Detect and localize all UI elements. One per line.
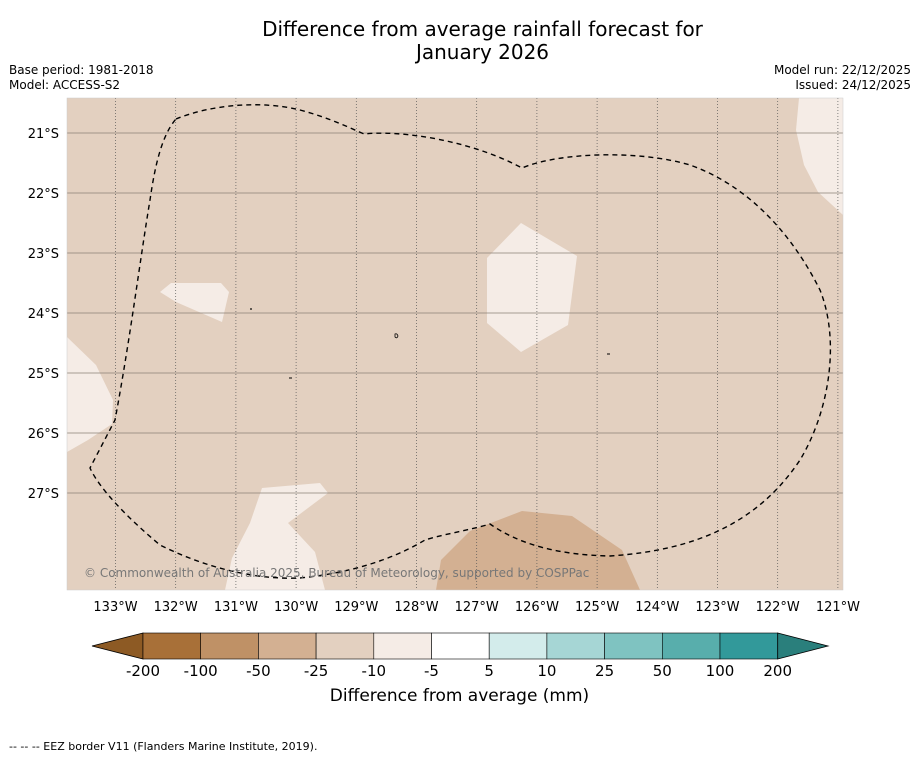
colorbar-tick-label: 25 bbox=[595, 662, 614, 680]
longitude-label: 127°W bbox=[455, 600, 499, 615]
colorbar-segment bbox=[258, 632, 317, 660]
title-line-1: Difference from average rainfall forecas… bbox=[262, 17, 703, 41]
light-zone-west-small bbox=[160, 283, 229, 322]
colorbar-title: Difference from average (mm) bbox=[329, 686, 590, 706]
colorbar-segment bbox=[661, 632, 721, 660]
colorbar-segment bbox=[315, 632, 375, 660]
longitude-labels: 133°W 132°W 131°W 130°W 129°W 128°W 127°W 126°W… bbox=[93, 600, 860, 615]
longitude-label: 125°W bbox=[575, 600, 619, 615]
light-zone-south bbox=[225, 483, 328, 590]
colorbar-tick-label: 200 bbox=[763, 662, 792, 680]
meta-right: Model run: 22/12/2025 Issued: 24/12/2025 bbox=[774, 63, 911, 93]
issued-date: Issued: 24/12/2025 bbox=[795, 78, 911, 92]
colorbar-segment bbox=[200, 632, 259, 660]
colorbar-tick-label: -50 bbox=[246, 662, 271, 680]
colorbar-tick-label: 100 bbox=[706, 662, 735, 680]
longitude-label: 123°W bbox=[695, 600, 739, 615]
colorbar-segment bbox=[546, 632, 605, 660]
colorbar-segment bbox=[719, 632, 779, 660]
colorbar-tick-label: 5 bbox=[484, 662, 494, 680]
longitude-label: 122°W bbox=[756, 600, 800, 615]
model-name: Model: ACCESS-S2 bbox=[9, 78, 121, 92]
longitude-label: 129°W bbox=[334, 600, 378, 615]
colorbar-tick-label: -25 bbox=[304, 662, 329, 680]
island-marker bbox=[394, 333, 399, 339]
colorbar-tick-label: -100 bbox=[184, 662, 218, 680]
latitude-label: 21°S bbox=[28, 127, 59, 142]
copyright-notice: © Commonwealth of Australia 2025, Bureau… bbox=[84, 566, 589, 580]
longitude-label: 133°W bbox=[93, 600, 137, 615]
longitude-label: 126°W bbox=[515, 600, 559, 615]
model-run: Model run: 22/12/2025 bbox=[773, 63, 911, 77]
latitude-label: 27°S bbox=[28, 487, 59, 502]
base-period: Base period: 1981-2018 bbox=[9, 63, 154, 77]
colorbar-segment bbox=[431, 632, 490, 660]
latitude-label: 24°S bbox=[28, 307, 59, 322]
colorbar-tick-label: -5 bbox=[424, 662, 439, 680]
longitude-label: 132°W bbox=[154, 600, 198, 615]
longitude-label: 128°W bbox=[394, 600, 438, 615]
map-background bbox=[67, 98, 843, 590]
meta-left: Base period: 1981-2018 Model: ACCESS-S2 bbox=[9, 63, 154, 93]
graticule bbox=[67, 98, 843, 590]
latitude-label: 26°S bbox=[28, 427, 59, 442]
map-frame bbox=[66, 97, 844, 591]
colorbar-over-arrow bbox=[777, 632, 830, 660]
colorbar-segment bbox=[142, 632, 202, 660]
light-zone-northeast bbox=[796, 98, 843, 215]
longitude-label: 130°W bbox=[274, 600, 318, 615]
colorbar-tick-label: -200 bbox=[126, 662, 160, 680]
longitude-label: 121°W bbox=[816, 600, 860, 615]
colorbar-tick-label: 10 bbox=[537, 662, 556, 680]
colorbar-tick-label: 50 bbox=[653, 662, 672, 680]
eez-legend-note: -- -- -- EEZ border V11 (Flanders Marine… bbox=[9, 740, 318, 753]
colorbar-segment bbox=[604, 632, 663, 660]
latitude-label: 23°S bbox=[28, 247, 59, 262]
colorbar-segment bbox=[488, 632, 548, 660]
light-zone-west-edge bbox=[67, 337, 113, 452]
map-plot-area: © Commonwealth of Australia 2025, Bureau… bbox=[67, 98, 843, 590]
latitude-label: 25°S bbox=[28, 367, 59, 382]
colorbar: -200 -100 -50 -25 -10 -5 5 10 25 50 100 200 bbox=[91, 632, 830, 680]
eez-border bbox=[89, 104, 832, 579]
island-marker bbox=[250, 308, 252, 310]
colorbar-tick-label: -10 bbox=[362, 662, 387, 680]
title-line-2: January 2026 bbox=[415, 40, 550, 64]
colorbar-segment bbox=[373, 632, 432, 660]
map-title: Difference from average rainfall forecas… bbox=[0, 18, 919, 64]
longitude-label: 124°W bbox=[635, 600, 679, 615]
light-zone-center bbox=[487, 223, 577, 352]
latitude-label: 22°S bbox=[28, 187, 59, 202]
longitude-label: 131°W bbox=[214, 600, 258, 615]
latitude-labels: 21°S 22°S 23°S 24°S 25°S 26°S 27°S bbox=[28, 127, 59, 502]
colorbar-under-arrow bbox=[91, 632, 144, 660]
dry-zone-south bbox=[436, 511, 640, 590]
